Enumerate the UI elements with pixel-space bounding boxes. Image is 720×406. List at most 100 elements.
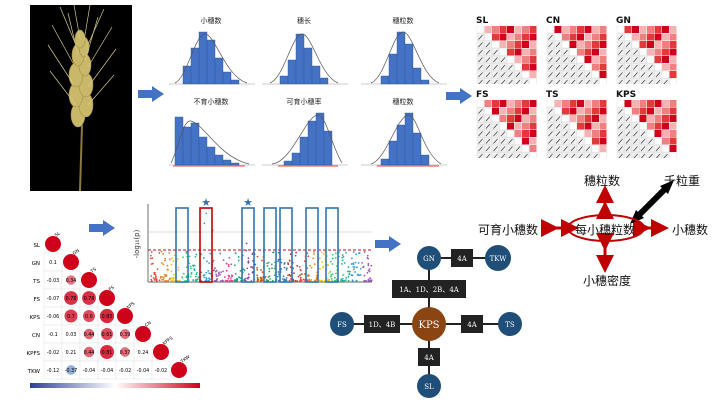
corr-scatter-mark	[563, 123, 568, 129]
manhattan-point	[355, 279, 358, 282]
manhattan-point	[170, 263, 173, 266]
corr-cell	[669, 78, 677, 84]
corr-cell	[584, 115, 592, 122]
manhattan-point	[256, 278, 259, 281]
corr-scatter-mark	[563, 138, 568, 144]
corr-cell	[654, 107, 662, 115]
corr-scatter-mark	[655, 72, 661, 78]
corr-cell	[529, 71, 537, 78]
manhattan-point	[301, 279, 303, 282]
histogram-title: 穗粒数	[392, 17, 414, 25]
manhattan-point	[192, 279, 195, 281]
corr-cell	[529, 56, 537, 63]
manhattan-point	[150, 280, 153, 282]
corr-cell	[569, 41, 577, 48]
corr-scatter-mark	[485, 138, 491, 144]
corr-cell	[591, 144, 600, 153]
corr-panel-fs: FS	[474, 90, 540, 158]
corr-cell	[529, 78, 537, 84]
manhattan-point	[340, 263, 343, 265]
corr-cell	[592, 137, 599, 145]
corr-scatter-mark	[478, 64, 483, 70]
corr-scatter-mark	[508, 138, 513, 144]
manhattan-point	[239, 269, 242, 272]
corr-scatter-mark	[478, 108, 483, 114]
manhattan-point	[208, 277, 210, 280]
corr-cell	[529, 48, 537, 56]
histogram-plot	[262, 33, 348, 85]
manhattan-point	[308, 274, 311, 277]
corr-cell	[507, 107, 514, 115]
trait-thousand-grain-weight: 千粒重	[664, 174, 701, 188]
corr-cell	[522, 63, 529, 71]
corr-scatter-mark	[555, 138, 561, 144]
manhattan-plot: -log₁₀(p) ★ ★	[133, 196, 373, 283]
manhattan-point	[151, 257, 154, 260]
manhattan-point	[343, 262, 346, 264]
corr-scatter-mark	[548, 146, 553, 152]
manhattan-point	[359, 274, 362, 276]
corr-cell	[591, 152, 600, 158]
corr-cell	[584, 56, 592, 63]
corr-cell	[514, 137, 522, 145]
manhattan-point	[331, 257, 334, 260]
manhattan-point	[245, 249, 248, 252]
corr-cell	[599, 48, 607, 56]
corr-matrix-row-label: SL	[33, 243, 40, 249]
corr-cell	[654, 63, 662, 71]
manhattan-point	[162, 252, 165, 255]
manhattan-point	[207, 279, 210, 282]
corr-cell	[584, 41, 592, 48]
histogram-title: 小穗数	[200, 17, 222, 25]
corr-panel-grid	[476, 100, 537, 158]
manhattan-point	[341, 277, 344, 280]
corr-scatter-mark	[548, 42, 553, 48]
corr-cell	[569, 33, 577, 41]
corr-matrix-circle	[64, 291, 78, 305]
manhattan-point	[269, 278, 272, 280]
corr-matrix-circle	[64, 309, 78, 323]
manhattan-point	[205, 212, 208, 215]
corr-scatter-mark	[570, 72, 576, 78]
corr-cell	[584, 48, 592, 56]
corr-cell	[476, 26, 485, 34]
manhattan-point	[307, 255, 310, 258]
corr-cell	[662, 63, 669, 71]
corr-scatter-mark	[548, 64, 553, 70]
corr-cell	[562, 26, 569, 33]
manhattan-point	[207, 269, 210, 272]
corr-cell	[647, 107, 654, 115]
corr-scatter-mark	[618, 79, 623, 84]
manhattan-point	[190, 273, 193, 275]
manhattan-point	[353, 266, 356, 269]
corr-cell	[529, 26, 537, 33]
corr-panel-gn: GN	[614, 16, 680, 84]
corr-matrix-row-label: TKW	[27, 369, 41, 375]
corr-scatter-mark	[523, 79, 528, 84]
correlation-matrix: SL SL GN GN TS TS FS FS KPS KPS CN CN KPFS KPFS TKW TKW…	[27, 230, 200, 388]
edge-label-gn-kps: 1A、1D、2B、4A	[399, 286, 460, 294]
corr-matrix-row-label: CN	[32, 333, 40, 339]
manhattan-point	[159, 276, 162, 279]
corr-cell	[662, 115, 669, 122]
manhattan-point	[164, 275, 167, 277]
corr-cell	[592, 56, 599, 63]
corr-matrix-value: -0.04	[101, 368, 113, 374]
corr-cell	[576, 78, 585, 84]
corr-cell	[599, 122, 607, 130]
corr-scatter-mark	[578, 138, 583, 144]
manhattan-point	[357, 262, 360, 264]
corr-cell	[662, 100, 669, 107]
manhattan-point	[189, 267, 192, 270]
corr-cell	[616, 78, 625, 84]
corr-scatter-mark	[655, 146, 661, 152]
manhattan-point	[162, 263, 165, 266]
corr-cell	[639, 48, 647, 56]
corr-matrix-circle	[120, 347, 130, 357]
corr-cell	[569, 115, 577, 122]
node-ts: TS	[505, 321, 515, 329]
corr-cell	[506, 129, 515, 138]
corr-matrix-row-label: TS	[32, 279, 40, 285]
corr-matrix-value: -0.02	[47, 350, 59, 356]
manhattan-point	[195, 253, 198, 256]
